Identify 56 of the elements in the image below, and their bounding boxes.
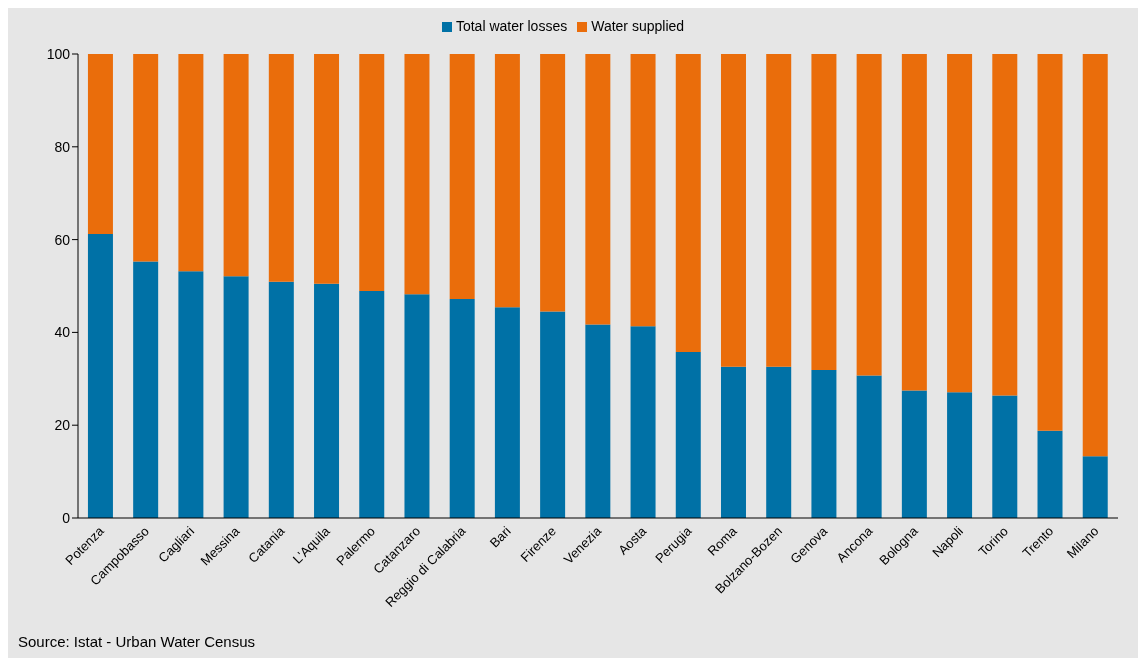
bar — [585, 324, 611, 518]
bar — [1082, 54, 1108, 457]
bar — [856, 54, 882, 376]
bar — [404, 54, 430, 295]
bar — [1037, 430, 1063, 518]
bar — [449, 298, 475, 518]
bar — [540, 54, 566, 312]
y-tick-label: 80 — [54, 138, 71, 155]
legend-label: Water supplied — [591, 18, 685, 34]
bar — [494, 307, 520, 518]
bar — [585, 54, 611, 325]
bar — [133, 54, 159, 262]
legend-label: Total water losses — [455, 18, 568, 34]
bar — [856, 375, 882, 518]
y-tick-label: 100 — [46, 45, 71, 62]
bar — [494, 54, 520, 308]
bar — [133, 261, 159, 518]
bar — [992, 54, 1018, 396]
bar — [720, 54, 746, 367]
x-tick-label: Bari — [486, 523, 514, 551]
bar — [449, 54, 475, 299]
y-tick-label: 60 — [54, 231, 71, 248]
bar — [675, 351, 701, 518]
y-tick-label: 0 — [62, 509, 71, 526]
bar — [947, 392, 973, 518]
bar — [314, 283, 340, 518]
bar — [901, 54, 927, 391]
bar — [87, 234, 113, 518]
bar — [630, 54, 656, 327]
bar — [901, 390, 927, 518]
bar — [811, 54, 837, 370]
bar — [1082, 456, 1108, 518]
bar — [720, 366, 746, 518]
bar — [404, 294, 430, 518]
bar — [178, 54, 204, 272]
bar — [268, 281, 294, 518]
bar — [314, 54, 340, 284]
bar — [359, 291, 385, 518]
y-tick-label: 40 — [54, 324, 71, 341]
bar — [540, 311, 566, 518]
bar — [268, 54, 294, 282]
bar — [766, 366, 792, 518]
y-tick-label: 20 — [54, 417, 71, 434]
bar — [178, 271, 204, 518]
bar — [87, 54, 113, 235]
bar — [992, 395, 1018, 518]
bar — [675, 54, 701, 352]
bar — [359, 54, 385, 292]
bar — [766, 54, 792, 367]
source-note: Source: Istat - Urban Water Census — [18, 633, 256, 650]
bar — [223, 54, 249, 277]
bar — [630, 326, 656, 518]
bar — [1037, 54, 1063, 431]
bar — [947, 54, 973, 393]
bar — [811, 369, 837, 518]
bar — [223, 276, 249, 518]
